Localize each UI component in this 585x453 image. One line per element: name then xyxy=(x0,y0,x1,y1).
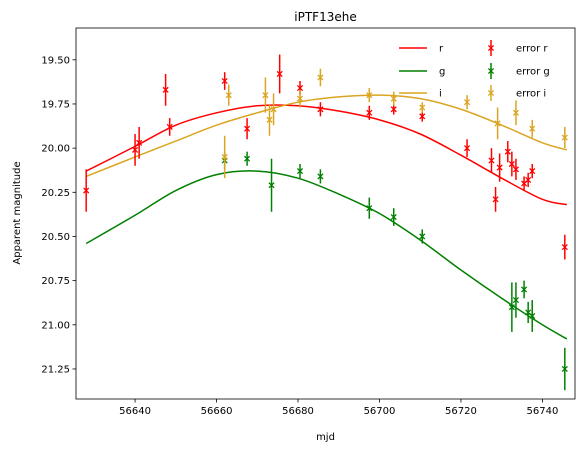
point-error-g xyxy=(508,282,515,332)
x-tick-label: 56680 xyxy=(282,406,314,417)
point-error-i xyxy=(270,93,277,126)
point-error-r xyxy=(504,141,511,163)
point-error-i xyxy=(262,77,269,113)
point-error-i xyxy=(266,103,273,136)
point-error-i xyxy=(317,68,324,87)
point-error-i xyxy=(494,107,501,140)
point-error-r xyxy=(390,103,397,115)
point-error-r xyxy=(136,126,143,159)
x-tick-label: 56700 xyxy=(364,406,396,417)
point-error-r xyxy=(317,102,324,117)
point-error-r xyxy=(488,148,495,173)
point-error-i xyxy=(296,89,304,108)
point-error-g xyxy=(268,158,275,212)
point-error-i xyxy=(512,100,519,126)
point-error-g xyxy=(529,300,536,332)
axes-frame xyxy=(75,27,576,400)
fit-line-i xyxy=(85,94,568,178)
point-error-r xyxy=(512,158,519,180)
point-error-i xyxy=(221,135,228,179)
point-error-r xyxy=(366,105,373,120)
point-error-r xyxy=(166,118,173,136)
point-error-g xyxy=(317,169,324,184)
fit-line-g xyxy=(85,170,568,340)
x-tick-label: 56740 xyxy=(527,406,559,417)
fit-lines-layer xyxy=(85,94,568,340)
legend-entry-i: i xyxy=(399,89,442,100)
legend-entry-error-r: error r xyxy=(487,40,548,56)
point-error-r xyxy=(492,187,499,212)
x-tick-label: 56660 xyxy=(201,406,233,417)
y-tick-label: 19.75 xyxy=(41,99,70,110)
plot-area xyxy=(83,54,568,391)
point-error-r xyxy=(508,151,515,177)
legend-label: error i xyxy=(516,89,546,100)
chart-title: iPTF13ehe xyxy=(294,10,356,24)
y-tick-label: 21.00 xyxy=(41,320,70,331)
point-error-g xyxy=(296,164,304,179)
point-error-r xyxy=(83,169,90,212)
y-tick-label: 21.25 xyxy=(41,364,70,375)
legend-label: g xyxy=(439,67,445,78)
point-error-g xyxy=(521,280,528,299)
legend-entry-error-i: error i xyxy=(487,85,546,101)
point-error-r xyxy=(561,234,568,260)
point-error-i xyxy=(419,102,426,113)
point-error-r xyxy=(132,134,139,166)
legend-entry-error-g: error g xyxy=(487,63,550,79)
legend-entry-g: g xyxy=(399,67,445,78)
y-axis: 19.50 19.75 20.00 20.25 20.50 20.75 21.00 21.25 xyxy=(41,55,76,375)
point-error-r xyxy=(162,73,169,106)
point-error-r xyxy=(276,54,283,94)
y-tick-label: 20.50 xyxy=(41,232,70,243)
legend-entry-r: r xyxy=(399,44,444,55)
point-error-g xyxy=(561,347,568,391)
point-error-g xyxy=(512,282,519,318)
point-error-i xyxy=(529,119,536,138)
point-error-i xyxy=(463,95,471,110)
point-error-r xyxy=(221,72,228,90)
legend-label: r xyxy=(439,44,444,55)
point-error-g xyxy=(419,229,426,244)
y-tick-label: 20.75 xyxy=(41,276,70,287)
point-error-i xyxy=(225,84,232,106)
fit-line-r xyxy=(85,104,568,206)
point-error-i xyxy=(366,88,373,103)
legend-label: error r xyxy=(516,44,548,55)
error-points-layer xyxy=(83,54,568,391)
point-error-r xyxy=(529,164,536,179)
legend-label: i xyxy=(439,89,442,100)
point-error-g xyxy=(244,151,251,166)
x-tick-label: 56640 xyxy=(119,406,151,417)
legend-label: error g xyxy=(516,67,550,78)
y-axis-label: Apparent magnitude xyxy=(12,161,23,264)
point-error-g xyxy=(390,208,397,226)
x-axis: 56640 56660 56680 56700 56720 56740 xyxy=(119,399,558,417)
legend: r gi error r error g error i xyxy=(399,40,550,101)
point-error-i xyxy=(390,91,397,106)
point-error-g xyxy=(366,197,373,219)
y-tick-label: 20.25 xyxy=(41,188,70,199)
point-error-r xyxy=(244,118,251,140)
point-error-i xyxy=(561,126,568,149)
x-axis-label: mjd xyxy=(316,432,335,443)
point-error-r xyxy=(463,139,471,157)
point-error-r xyxy=(496,153,503,182)
y-tick-label: 20.00 xyxy=(41,144,70,155)
y-tick-label: 19.50 xyxy=(41,55,70,66)
x-tick-label: 56720 xyxy=(445,406,477,417)
point-error-r xyxy=(525,172,532,187)
